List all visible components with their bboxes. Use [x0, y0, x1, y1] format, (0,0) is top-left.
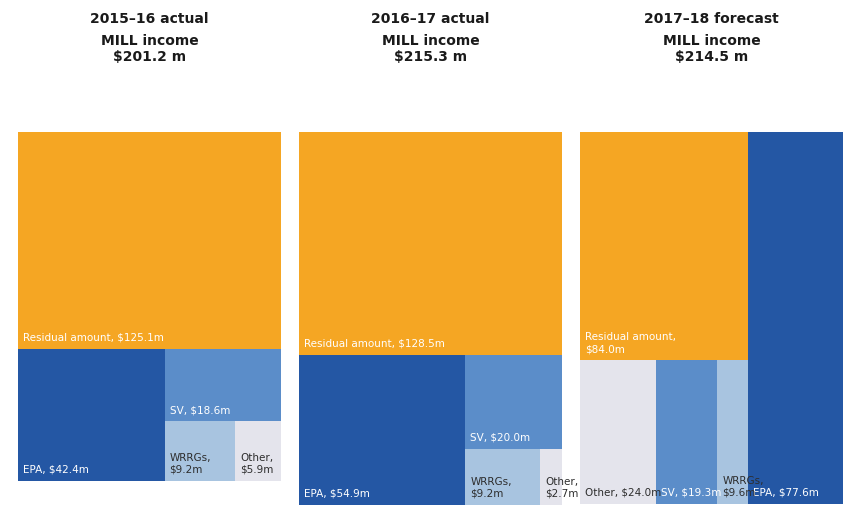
- Text: Other,
$5.9m: Other, $5.9m: [240, 453, 274, 475]
- Text: WRRGs,
$9.2m: WRRGs, $9.2m: [470, 477, 511, 499]
- Text: MILL income: MILL income: [101, 34, 198, 48]
- Bar: [580, 360, 656, 504]
- Text: SV, $18.6m: SV, $18.6m: [170, 405, 230, 416]
- Text: $214.5 m: $214.5 m: [675, 50, 748, 64]
- Bar: [465, 449, 540, 505]
- Bar: [299, 355, 465, 505]
- Text: WRRGs,
$9.2m: WRRGs, $9.2m: [170, 453, 211, 475]
- Bar: [164, 421, 236, 481]
- Text: MILL income: MILL income: [663, 34, 760, 48]
- Text: EPA, $54.9m: EPA, $54.9m: [304, 489, 370, 499]
- Text: SV, $20.0m: SV, $20.0m: [470, 433, 530, 443]
- Text: $215.3 m: $215.3 m: [394, 50, 467, 64]
- Bar: [164, 349, 281, 421]
- Bar: [748, 132, 843, 504]
- Bar: [18, 132, 281, 349]
- Bar: [465, 355, 562, 449]
- Text: SV, $19.3m: SV, $19.3m: [661, 488, 722, 498]
- Bar: [236, 421, 281, 481]
- Text: Residual amount, $125.1m: Residual amount, $125.1m: [23, 333, 164, 343]
- Text: Residual amount,
$84.0m: Residual amount, $84.0m: [585, 332, 676, 354]
- Text: Other, $24.0m: Other, $24.0m: [585, 488, 661, 498]
- Text: $201.2 m: $201.2 m: [113, 50, 186, 64]
- Text: 2016–17 actual: 2016–17 actual: [371, 12, 490, 26]
- Text: EPA, $77.6m: EPA, $77.6m: [753, 488, 819, 498]
- Text: EPA, $42.4m: EPA, $42.4m: [23, 465, 89, 475]
- Bar: [717, 360, 748, 504]
- Text: 2017–18 forecast: 2017–18 forecast: [644, 12, 779, 26]
- Bar: [299, 132, 562, 355]
- Bar: [18, 349, 164, 481]
- Text: MILL income: MILL income: [381, 34, 480, 48]
- Bar: [580, 132, 748, 360]
- Text: Residual amount, $128.5m: Residual amount, $128.5m: [304, 339, 445, 348]
- Bar: [656, 360, 717, 504]
- Text: 2015–16 actual: 2015–16 actual: [90, 12, 208, 26]
- Text: WRRGs,
$9.6m: WRRGs, $9.6m: [722, 476, 764, 498]
- Text: Other,
$2.7m: Other, $2.7m: [545, 477, 579, 499]
- Bar: [540, 449, 562, 505]
